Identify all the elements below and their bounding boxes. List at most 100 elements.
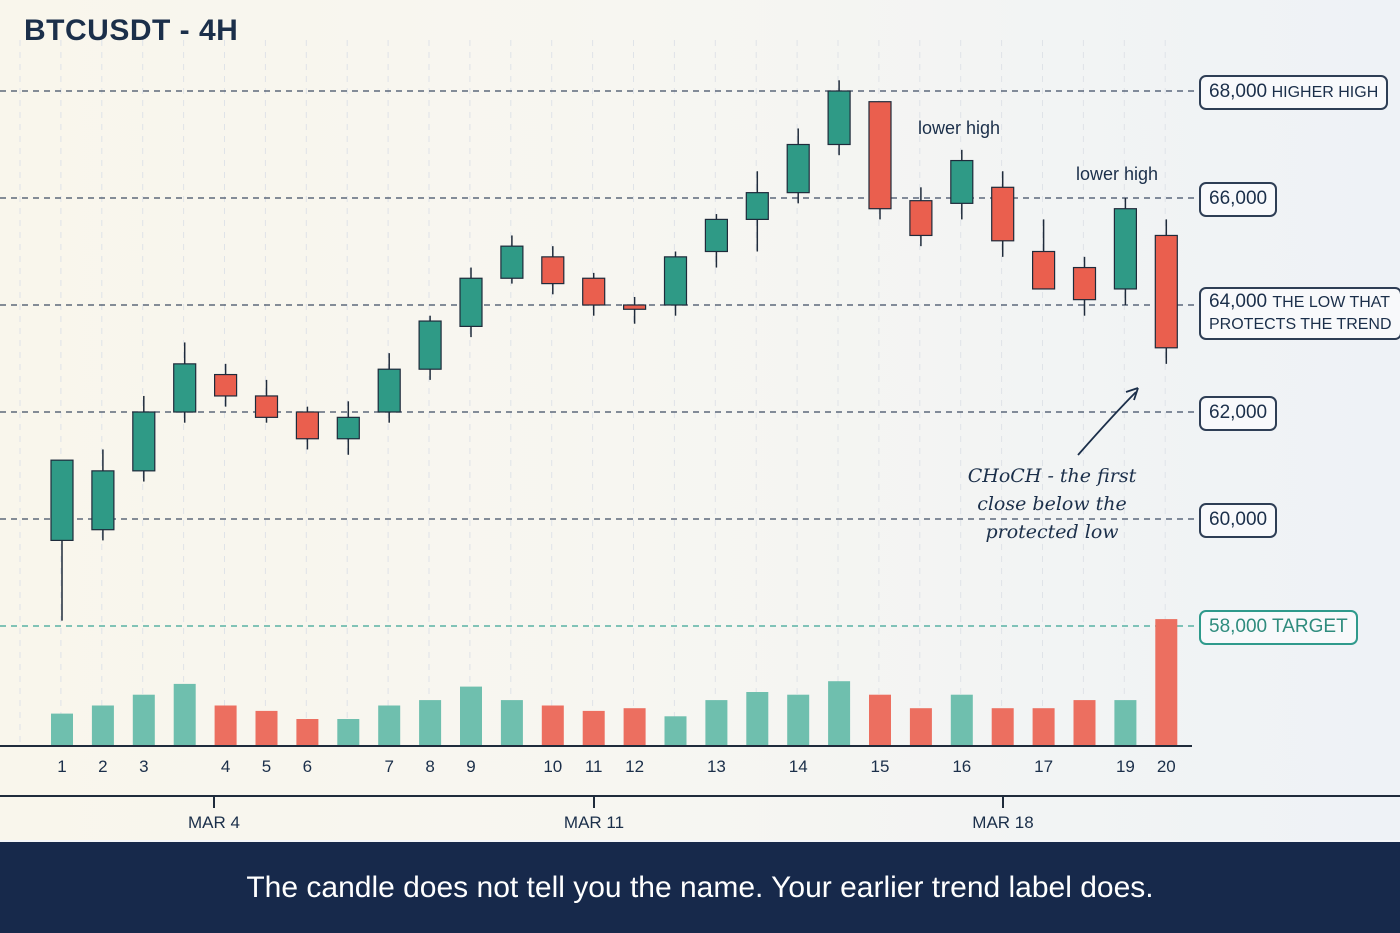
- x-tick-label: 16: [952, 757, 971, 776]
- choch-annotation: CHoCH - the first close below the protec…: [962, 462, 1142, 546]
- volume-bar: [91, 705, 114, 746]
- chart-title: BTCUSDT - 4H: [24, 14, 239, 47]
- candle-body: [704, 218, 729, 253]
- volume-bar: [909, 708, 932, 746]
- volume-bar: [337, 719, 360, 746]
- level-label: 64,000 THE LOW THAT PROTECTS THE TREND: [1199, 287, 1400, 340]
- level-value: 66,000: [1209, 188, 1268, 209]
- x-tick-label: 20: [1157, 757, 1176, 776]
- x-tick-label: 2: [98, 757, 107, 776]
- candle-body: [1031, 250, 1056, 290]
- volume-bar: [51, 713, 73, 746]
- candle-body: [459, 277, 483, 328]
- volume-bar: [582, 710, 605, 746]
- candle-body: [909, 200, 933, 237]
- level-label: 68,000 HIGHER HIGH: [1199, 75, 1389, 110]
- x-tick-label: 19: [1116, 757, 1135, 776]
- level-label: 66,000: [1199, 182, 1278, 217]
- x-tick-label: 3: [139, 757, 148, 776]
- volume-bar: [541, 705, 564, 746]
- x-tick-label: 6: [303, 757, 312, 776]
- candle-body: [50, 459, 74, 541]
- choch-line-2: close below the: [977, 493, 1127, 515]
- level-value: 60,000: [1209, 509, 1268, 530]
- volume-bar: [132, 694, 155, 746]
- target-level-label: 58,000 TARGET: [1199, 610, 1358, 645]
- candle-body: [868, 101, 892, 210]
- candle-body: [622, 304, 647, 310]
- volume-bar: [991, 708, 1014, 746]
- date-label: MAR 18: [972, 813, 1033, 832]
- volume-bar: [869, 694, 891, 746]
- level-label: 60,000: [1199, 503, 1278, 538]
- x-tick-label: 4: [221, 757, 230, 776]
- x-tick-label: 13: [707, 757, 726, 776]
- level-value: 68,000: [1209, 81, 1268, 102]
- candle-body: [214, 373, 238, 397]
- date-label: MAR 4: [188, 813, 240, 832]
- volume-bar: [1073, 700, 1096, 746]
- choch-arrowhead: [1125, 387, 1139, 401]
- candle-body: [541, 256, 565, 285]
- volume-bar: [705, 700, 728, 746]
- level-value: 58,000 TARGET: [1209, 616, 1348, 637]
- candle-body: [786, 143, 810, 194]
- x-tick-label: 11: [585, 757, 603, 776]
- volume-bar: [500, 700, 523, 746]
- level-value: 64,000: [1209, 291, 1273, 312]
- level-note: HIGHER HIGH: [1267, 84, 1379, 101]
- volume-bar: [1155, 619, 1178, 746]
- candle-body: [582, 277, 606, 306]
- x-tick-label: 8: [425, 757, 434, 776]
- volume-bar: [787, 694, 810, 746]
- candle-body: [1154, 234, 1178, 349]
- choch-arrow: [1077, 391, 1137, 456]
- x-tick-label: 7: [384, 757, 393, 776]
- candle-body: [500, 245, 524, 279]
- candle-body: [663, 256, 688, 306]
- level-note: THE LOW THAT: [1272, 294, 1391, 311]
- x-tick-label: 1: [57, 757, 66, 776]
- caption-bar: The candle does not tell you the name. Y…: [0, 842, 1400, 933]
- candle-body: [418, 320, 442, 370]
- candle-body: [950, 159, 974, 204]
- volume-bar: [296, 719, 319, 746]
- volume-bar: [460, 686, 482, 746]
- level-label: 62,000: [1199, 396, 1278, 431]
- lower-high-annotation-1: lower high: [918, 118, 1001, 138]
- candle-body: [91, 470, 115, 531]
- candle-body: [1113, 208, 1138, 290]
- candle-body: [173, 363, 197, 413]
- choch-line-3: protected low: [985, 521, 1119, 543]
- volume-bar: [746, 692, 769, 746]
- candle-body: [132, 411, 156, 472]
- x-tick-label: 5: [262, 757, 271, 776]
- candle-body: [991, 186, 1015, 242]
- candle-body: [295, 411, 319, 440]
- volume-bar: [419, 700, 442, 746]
- candle-body: [745, 192, 769, 220]
- x-tick-label: 10: [543, 757, 562, 776]
- volume-bar: [828, 681, 851, 746]
- candle-body: [827, 90, 851, 146]
- x-tick-label: 15: [871, 757, 890, 776]
- candle-body: [254, 395, 279, 418]
- choch-line-1: CHoCH - the first: [967, 465, 1137, 487]
- candle-body: [1072, 266, 1097, 301]
- x-tick-label: 14: [789, 757, 808, 776]
- x-tick-label: 12: [625, 757, 644, 776]
- volume-bar: [950, 694, 973, 746]
- x-tick-label: 17: [1034, 757, 1053, 776]
- candle-body: [336, 416, 360, 440]
- volume-bar: [378, 705, 401, 746]
- candle-body: [377, 368, 401, 413]
- caption-text: The candle does not tell you the name. Y…: [246, 870, 1154, 904]
- lower-high-annotation-2: lower high: [1076, 164, 1159, 184]
- volume-bar: [173, 683, 196, 746]
- volume-bar: [623, 708, 646, 746]
- level-value: 62,000: [1209, 402, 1268, 423]
- volume-bar: [255, 710, 278, 746]
- volume-bar: [1032, 708, 1055, 746]
- x-tick-label: 9: [466, 757, 475, 776]
